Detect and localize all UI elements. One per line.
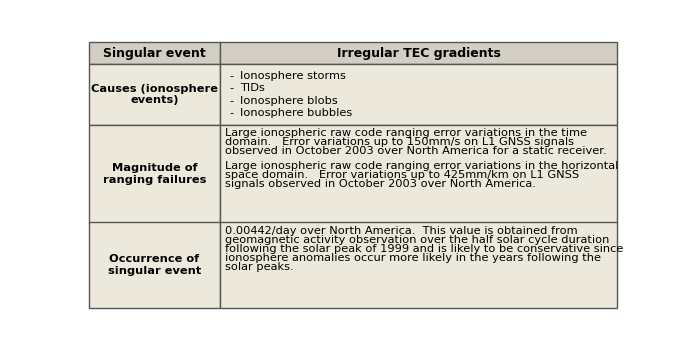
Bar	[89, 64, 220, 125]
Text: -: -	[229, 108, 234, 118]
Text: Ionosphere storms: Ionosphere storms	[240, 71, 346, 81]
Text: Magnitude of
ranging failures: Magnitude of ranging failures	[103, 163, 206, 185]
Text: geomagnetic activity observation over the half solar cycle duration: geomagnetic activity observation over th…	[225, 235, 610, 245]
Bar	[220, 222, 617, 308]
Text: signals observed in October 2003 over North America.: signals observed in October 2003 over No…	[225, 179, 536, 189]
Bar	[220, 42, 617, 64]
Bar	[220, 125, 617, 223]
Text: -: -	[229, 96, 234, 106]
Text: Ionosphere bubbles: Ionosphere bubbles	[240, 108, 353, 118]
Text: Occurrence of
singular event: Occurrence of singular event	[107, 254, 201, 276]
Text: Large ionospheric raw code ranging error variations in the time: Large ionospheric raw code ranging error…	[225, 128, 587, 138]
Text: Singular event: Singular event	[103, 46, 206, 60]
Bar	[89, 42, 220, 64]
Bar	[220, 64, 617, 125]
Text: Large ionospheric raw code ranging error variations in the horizontal: Large ionospheric raw code ranging error…	[225, 161, 619, 171]
Text: Irregular TEC gradients: Irregular TEC gradients	[337, 46, 501, 60]
Text: -: -	[229, 83, 234, 93]
Bar	[89, 125, 220, 223]
Text: Ionosphere blobs: Ionosphere blobs	[240, 96, 338, 106]
Text: 0.00442/day over North America.  This value is obtained from: 0.00442/day over North America. This val…	[225, 226, 578, 236]
Text: solar peaks.: solar peaks.	[225, 262, 294, 272]
Text: TIDs: TIDs	[240, 83, 265, 93]
Text: space domain.   Error variations up to 425mm/km on L1 GNSS: space domain. Error variations up to 425…	[225, 170, 579, 180]
Text: ionosphere anomalies occur more likely in the years following the: ionosphere anomalies occur more likely i…	[225, 253, 601, 263]
Bar	[89, 222, 220, 308]
Text: -: -	[229, 71, 234, 81]
Text: Causes (ionosphere
events): Causes (ionosphere events)	[91, 84, 218, 105]
Text: domain.   Error variations up to 150mm/s on L1 GNSS signals: domain. Error variations up to 150mm/s o…	[225, 137, 574, 147]
Text: following the solar peak of 1999 and is likely to be conservative since: following the solar peak of 1999 and is …	[225, 244, 624, 254]
Text: observed in October 2003 over North America for a static receiver.: observed in October 2003 over North Amer…	[225, 146, 607, 156]
